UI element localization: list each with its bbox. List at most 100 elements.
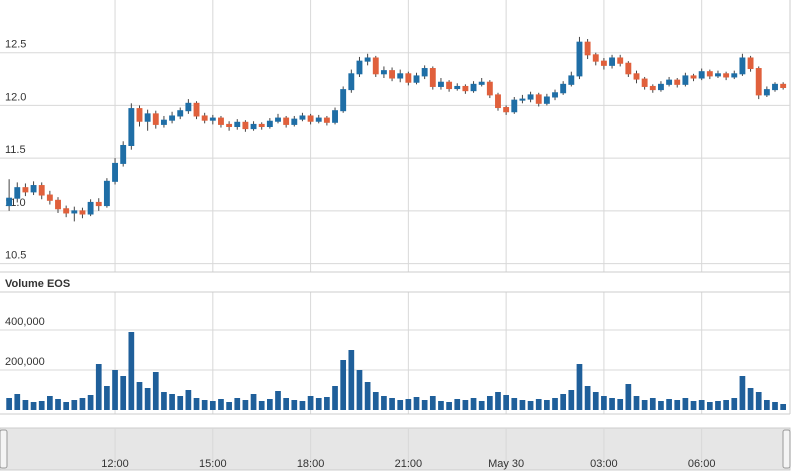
- navigator-handle[interactable]: [782, 429, 791, 469]
- volume-bar: [299, 401, 306, 410]
- candle-body: [364, 57, 371, 62]
- volume-bar: [478, 401, 485, 410]
- candle-body: [592, 54, 599, 62]
- volume-bar: [429, 396, 436, 410]
- candle-body: [169, 115, 176, 121]
- volume-bar: [560, 394, 567, 410]
- volume-bar: [421, 400, 428, 410]
- volume-bar: [307, 396, 314, 410]
- candle-body: [79, 210, 86, 215]
- volume-bar: [315, 398, 322, 410]
- volume-bar: [71, 400, 78, 410]
- candle-body: [731, 73, 738, 78]
- volume-bar: [698, 400, 705, 410]
- candle-body: [666, 79, 673, 85]
- volume-bar: [381, 396, 387, 410]
- volume-bar: [242, 400, 249, 410]
- candle-body: [478, 81, 485, 85]
- candle-body: [136, 108, 143, 122]
- candle-body: [372, 57, 379, 75]
- volume-bar: [185, 390, 192, 410]
- volume-bar: [283, 398, 289, 410]
- volume-bar: [275, 391, 281, 410]
- candle-body: [486, 81, 493, 96]
- candle-body: [103, 180, 110, 207]
- candle-body: [30, 185, 37, 193]
- candle-body: [413, 75, 420, 83]
- x-tick-label: 15:00: [199, 458, 227, 470]
- volume-bar: [780, 404, 787, 410]
- volume-bar: [55, 399, 61, 410]
- candle-body: [543, 96, 550, 104]
- volume-bar: [266, 399, 273, 410]
- volume-bar: [389, 398, 395, 410]
- candle-body: [690, 75, 697, 79]
- candle-body: [625, 62, 632, 75]
- candle-body: [291, 118, 298, 125]
- volume-bar: [356, 370, 363, 410]
- volume-bar: [454, 399, 461, 410]
- volume-bar: [690, 401, 697, 410]
- x-tick-label: 21:00: [395, 458, 423, 470]
- candle-body: [706, 71, 713, 77]
- candle-body: [633, 73, 640, 80]
- candle-body: [552, 92, 558, 98]
- volume-bar: [364, 382, 371, 410]
- volume-bar: [641, 400, 648, 410]
- volume-bar: [250, 394, 257, 410]
- candle-body: [495, 94, 501, 109]
- candle-body: [755, 68, 762, 96]
- candle-body: [250, 123, 257, 130]
- candle-body: [112, 162, 118, 182]
- candle-body: [715, 73, 721, 77]
- y-tick-label: 10.5: [5, 249, 26, 261]
- volume-bar: [446, 402, 452, 410]
- volume-bar: [666, 399, 672, 410]
- candle-body: [120, 144, 127, 164]
- volume-bar: [723, 400, 729, 410]
- candle-body: [429, 68, 436, 87]
- candle-body: [405, 73, 412, 83]
- navigator-handle[interactable]: [0, 429, 8, 469]
- volume-bar: [503, 395, 509, 410]
- candle-body: [218, 117, 224, 125]
- navigator[interactable]: [0, 427, 791, 471]
- volume-bar: [6, 398, 12, 410]
- candle-body: [454, 85, 461, 90]
- volume-bar: [511, 398, 518, 410]
- volume-bar: [527, 401, 534, 410]
- volume-bar: [95, 364, 102, 410]
- volume-bar: [405, 399, 412, 410]
- volume-bar: [601, 396, 607, 410]
- candle-body: [152, 113, 159, 125]
- volume-bar: [209, 401, 216, 410]
- candle-body: [340, 89, 347, 112]
- candle-body: [144, 113, 151, 122]
- y-tick-label: 400,000: [5, 316, 45, 328]
- candle-body: [283, 117, 290, 125]
- candle-body: [397, 73, 404, 79]
- candle-body: [160, 119, 167, 125]
- volume-title: Volume EOS: [5, 278, 70, 290]
- candle-body: [242, 121, 249, 130]
- candle-body: [617, 57, 624, 64]
- volume-bar: [112, 370, 118, 410]
- x-tick-label: 03:00: [590, 458, 618, 470]
- volume-bar: [413, 397, 420, 410]
- candle-body: [22, 187, 29, 193]
- volume-bar: [617, 399, 624, 410]
- candle-body: [46, 194, 53, 201]
- volume-bar: [291, 400, 298, 410]
- candle-body: [674, 79, 681, 85]
- candle-body: [95, 201, 102, 207]
- volume-bar: [193, 398, 200, 410]
- volume-bar: [348, 350, 355, 410]
- candle-body: [38, 185, 45, 196]
- candle-body: [560, 83, 567, 94]
- volume-bar: [234, 398, 241, 410]
- volume-bar: [576, 364, 583, 410]
- candle-body: [307, 115, 314, 122]
- candle-body: [527, 94, 534, 100]
